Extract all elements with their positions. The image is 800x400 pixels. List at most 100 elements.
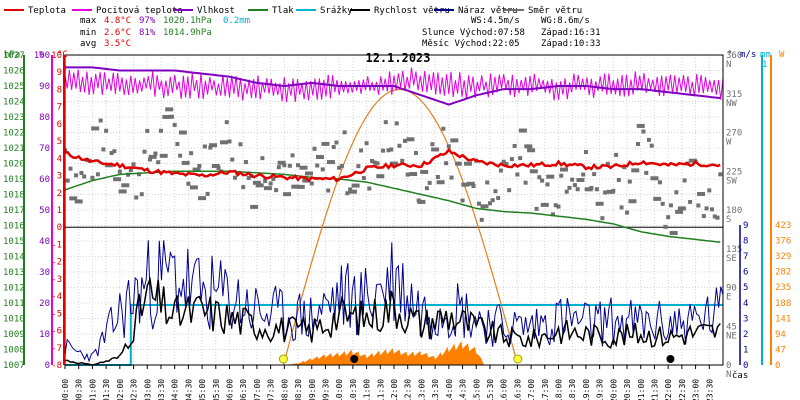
- wind-direction-dot: [540, 178, 545, 183]
- wind-direction-dot: [619, 205, 624, 210]
- stat-temp: 3.5°C: [104, 39, 131, 49]
- wind-direction-dot: [372, 160, 377, 165]
- ms-tick-label: 0: [743, 361, 748, 371]
- wind-direction-dot: [220, 140, 229, 145]
- wind-direction-dot: [148, 154, 157, 159]
- wind-direction-dot: [441, 126, 446, 131]
- wind-direction-dot: [455, 161, 460, 166]
- plot-grid: [64, 54, 724, 366]
- x-tick-label: 00:00: [61, 379, 70, 400]
- hpa-tick-label: 1010: [3, 315, 25, 325]
- w-tick-label: 141: [775, 314, 791, 324]
- wind-direction-dot: [625, 210, 630, 215]
- wind-direction-dot: [202, 144, 207, 149]
- wind-direction-dot: [581, 172, 586, 177]
- wind-direction-dot: [487, 201, 492, 206]
- wind-direction-dot: [524, 144, 533, 149]
- hpa-tick-label: 1017: [3, 206, 25, 216]
- wind-direction-dot: [375, 161, 380, 166]
- wind-direction-dot: [649, 143, 654, 148]
- wind-direction-dot: [583, 150, 588, 155]
- x-axis-title: čas: [732, 370, 748, 381]
- stat-sun-set: Západ:16:31: [541, 28, 601, 38]
- hpa-tick-label: 1026: [3, 67, 25, 77]
- w-tick-label: 235: [775, 283, 791, 293]
- deg-tick-label: 90: [726, 284, 737, 294]
- wind-direction-dot: [485, 180, 490, 185]
- deg-dir-label: W: [726, 138, 732, 148]
- wind-direction-dot: [291, 184, 300, 189]
- wind-direction-dot: [348, 187, 353, 192]
- x-tick-label: 17:00: [527, 379, 536, 400]
- temp-tick-label: 3: [57, 172, 62, 182]
- pct-axis-unit: %: [39, 50, 45, 60]
- wind-direction-dot: [302, 178, 311, 183]
- x-tick-label: 03:30: [157, 379, 166, 400]
- wind-direction-dot: [636, 123, 645, 128]
- hpa-tick-label: 1008: [3, 346, 25, 356]
- wind-direction-dot: [74, 199, 83, 204]
- wind-direction-dot: [534, 206, 539, 211]
- hpa-tick-label: 1024: [3, 98, 25, 108]
- temp-tick-label: -5: [51, 309, 62, 319]
- pct-tick-label: 50: [39, 206, 50, 216]
- wind-direction-dot: [339, 164, 344, 169]
- x-tick-label: 01:00: [88, 379, 97, 400]
- plot-series: [63, 66, 724, 366]
- x-tick-label: 07:30: [267, 379, 276, 400]
- temp-tick-label: 2: [57, 189, 62, 199]
- wind-direction-dot: [348, 189, 357, 194]
- wind-direction-dot: [576, 177, 585, 182]
- wind-direction-dot: [460, 198, 465, 203]
- wind-direction-dot: [137, 172, 142, 177]
- wind-direction-dot: [192, 167, 201, 172]
- wind-direction-dot: [631, 168, 640, 173]
- x-tick-label: 13:30: [431, 379, 440, 400]
- wind-direction-dot: [564, 189, 569, 194]
- wind-direction-dot: [113, 177, 122, 182]
- wind-direction-dot: [386, 148, 391, 153]
- wind-direction-dot: [553, 203, 558, 208]
- wind-direction-dot: [128, 168, 133, 173]
- wind-direction-dot: [527, 148, 536, 153]
- x-tick-label: 15:30: [486, 379, 495, 400]
- wind-direction-dot: [444, 161, 449, 166]
- wind-direction-dot: [73, 173, 78, 178]
- wind-direction-dot: [657, 180, 662, 185]
- stat-hum: 81%: [139, 28, 156, 38]
- feels-like-line: [64, 67, 724, 103]
- hpa-tick-label: 1007: [3, 361, 25, 371]
- x-tick-label: 22:30: [678, 379, 687, 400]
- wind-direction-dot: [435, 174, 440, 179]
- mm-tick-label: 1: [762, 60, 767, 70]
- wind-direction-dot: [715, 215, 720, 220]
- wind-direction-dot: [277, 160, 286, 165]
- wind-direction-dot: [109, 150, 114, 155]
- legend-label: Srážky: [320, 6, 353, 16]
- deg-dir-label: SE: [726, 254, 737, 264]
- wind-direction-dot: [232, 175, 237, 180]
- wind-direction-dot: [175, 141, 180, 146]
- wind-direction-dot: [594, 187, 599, 192]
- x-tick-label: 20:00: [609, 379, 618, 400]
- wind-direction-dot: [139, 192, 144, 197]
- wind-direction-dot: [430, 142, 435, 147]
- wind-direction-dot: [682, 178, 687, 183]
- pct-tick-label: 100: [34, 51, 50, 61]
- wind-direction-dot: [268, 181, 273, 186]
- wind-direction-dot: [364, 141, 369, 146]
- wind-direction-dot: [172, 122, 177, 127]
- wind-direction-dot: [704, 206, 709, 211]
- plot-axes: hPa1027102610251024102310221021102010191…: [3, 50, 791, 400]
- wind-direction-dot: [592, 172, 597, 177]
- wind-direction-dot: [413, 151, 418, 156]
- temperature-line: [64, 147, 721, 183]
- wind-direction-dot: [466, 181, 475, 186]
- wind-direction-dot: [688, 158, 697, 163]
- wind-direction-dot: [287, 163, 292, 168]
- wind-direction-dot: [162, 114, 171, 119]
- x-tick-label: 14:30: [459, 379, 468, 400]
- wind-direction-dot: [471, 183, 476, 188]
- ms-tick-label: 8: [743, 237, 748, 247]
- wind-direction-dot: [227, 139, 232, 144]
